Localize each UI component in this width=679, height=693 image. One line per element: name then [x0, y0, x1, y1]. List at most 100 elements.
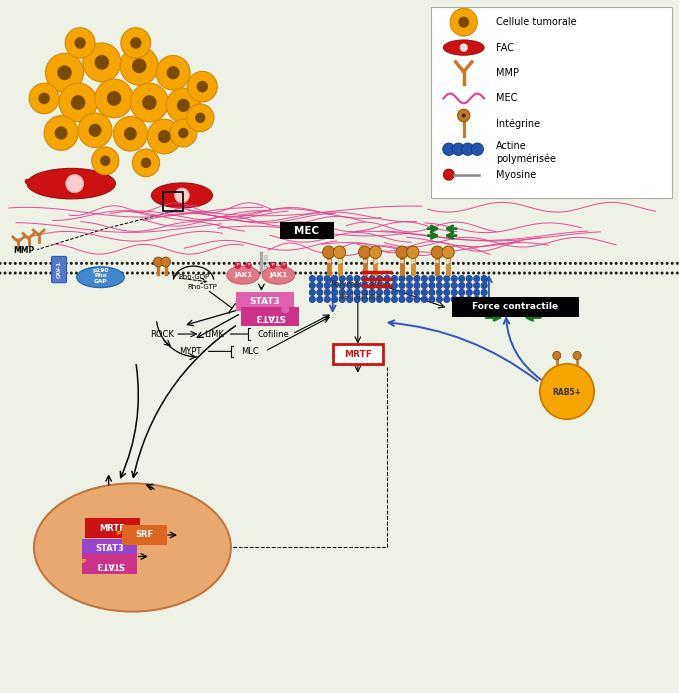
- Circle shape: [584, 272, 587, 274]
- Circle shape: [217, 272, 221, 274]
- Circle shape: [523, 272, 526, 274]
- Circle shape: [390, 272, 394, 274]
- Bar: [431, 7, 672, 198]
- Circle shape: [502, 262, 506, 265]
- Text: STAT3: STAT3: [255, 313, 286, 321]
- Circle shape: [187, 262, 190, 265]
- Circle shape: [467, 262, 470, 265]
- Circle shape: [431, 272, 435, 274]
- Circle shape: [401, 272, 404, 274]
- Circle shape: [161, 257, 170, 267]
- Circle shape: [540, 364, 594, 419]
- Circle shape: [528, 272, 531, 274]
- Text: FAC: FAC: [496, 42, 514, 53]
- Text: MMP: MMP: [14, 247, 35, 255]
- Circle shape: [635, 272, 638, 274]
- Circle shape: [457, 272, 460, 274]
- Circle shape: [166, 88, 200, 123]
- Circle shape: [354, 289, 361, 296]
- Circle shape: [472, 262, 475, 265]
- Circle shape: [630, 262, 633, 265]
- Circle shape: [323, 246, 335, 258]
- Circle shape: [50, 272, 52, 274]
- Circle shape: [447, 272, 449, 274]
- Circle shape: [498, 262, 500, 265]
- Circle shape: [316, 296, 323, 303]
- Text: Cofiline: Cofiline: [257, 330, 289, 338]
- Circle shape: [130, 37, 141, 49]
- Circle shape: [166, 262, 170, 265]
- Text: Actine
polymérisée: Actine polymérisée: [496, 141, 555, 164]
- Circle shape: [676, 272, 679, 274]
- Circle shape: [406, 289, 413, 296]
- Circle shape: [284, 272, 287, 274]
- Circle shape: [384, 275, 390, 282]
- Circle shape: [369, 296, 375, 303]
- Circle shape: [278, 262, 282, 265]
- Circle shape: [39, 272, 42, 274]
- Circle shape: [223, 262, 225, 265]
- Circle shape: [309, 289, 316, 296]
- Circle shape: [574, 262, 577, 265]
- Circle shape: [309, 296, 316, 303]
- Circle shape: [316, 282, 323, 289]
- Circle shape: [472, 272, 475, 274]
- Circle shape: [355, 262, 358, 265]
- Circle shape: [458, 289, 465, 296]
- Circle shape: [360, 262, 363, 265]
- Circle shape: [316, 275, 323, 282]
- Circle shape: [661, 262, 663, 265]
- Circle shape: [574, 272, 577, 274]
- Circle shape: [60, 262, 62, 265]
- Circle shape: [248, 272, 251, 274]
- Circle shape: [414, 275, 420, 282]
- Circle shape: [29, 262, 32, 265]
- Circle shape: [115, 262, 119, 265]
- FancyBboxPatch shape: [82, 554, 137, 574]
- Circle shape: [177, 272, 180, 274]
- Text: P: P: [272, 263, 274, 267]
- Circle shape: [386, 272, 388, 274]
- Circle shape: [411, 272, 414, 274]
- Circle shape: [416, 262, 419, 265]
- Circle shape: [29, 83, 59, 114]
- Circle shape: [331, 296, 338, 303]
- Circle shape: [369, 246, 382, 258]
- Circle shape: [513, 272, 516, 274]
- Circle shape: [543, 272, 547, 274]
- Circle shape: [248, 262, 251, 265]
- Circle shape: [324, 282, 331, 289]
- Circle shape: [437, 262, 439, 265]
- Circle shape: [233, 272, 236, 274]
- Circle shape: [281, 305, 289, 313]
- Circle shape: [39, 93, 50, 104]
- Circle shape: [44, 116, 78, 150]
- Circle shape: [436, 275, 443, 282]
- Circle shape: [640, 272, 643, 274]
- Circle shape: [153, 257, 163, 267]
- Circle shape: [436, 282, 443, 289]
- Text: Cellule tumorale: Cellule tumorale: [496, 17, 576, 27]
- Circle shape: [329, 262, 333, 265]
- Circle shape: [54, 272, 58, 274]
- Circle shape: [121, 272, 124, 274]
- Circle shape: [452, 262, 455, 265]
- Circle shape: [50, 262, 52, 265]
- Circle shape: [399, 296, 405, 303]
- Circle shape: [9, 272, 12, 274]
- Circle shape: [538, 272, 541, 274]
- Circle shape: [346, 282, 353, 289]
- Circle shape: [345, 272, 348, 274]
- Text: JAK1: JAK1: [234, 272, 252, 278]
- Circle shape: [458, 296, 465, 303]
- Circle shape: [443, 289, 450, 296]
- Text: β: β: [337, 258, 342, 264]
- Circle shape: [319, 272, 323, 274]
- Circle shape: [227, 262, 231, 265]
- Circle shape: [361, 289, 368, 296]
- Circle shape: [361, 296, 368, 303]
- Circle shape: [458, 282, 465, 289]
- Circle shape: [538, 262, 541, 265]
- Circle shape: [0, 272, 1, 274]
- FancyBboxPatch shape: [236, 292, 294, 311]
